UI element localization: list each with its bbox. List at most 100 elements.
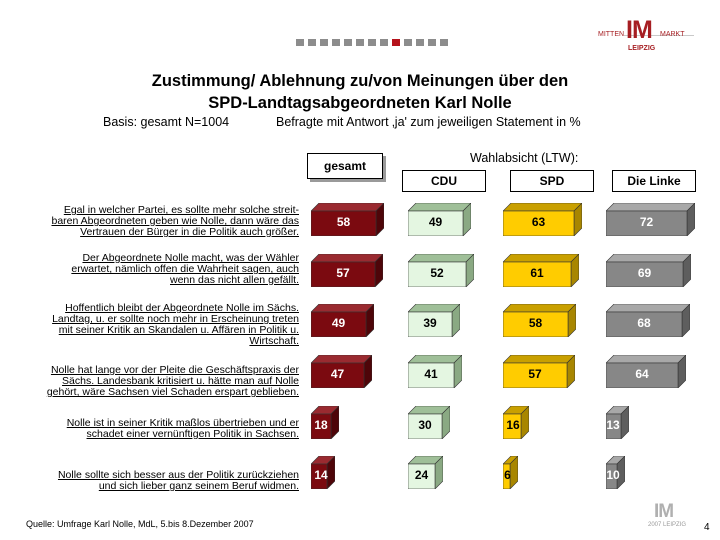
statement-line: gehört, wäre Sachsen viel Schaden erspar… bbox=[46, 386, 299, 398]
dot bbox=[380, 39, 388, 46]
bar-shape bbox=[605, 303, 691, 338]
dot bbox=[368, 39, 376, 46]
bar-shape bbox=[605, 405, 630, 440]
bar-cdu-row-3 bbox=[407, 303, 461, 338]
bar-top-face bbox=[310, 253, 384, 263]
bar-shape bbox=[407, 455, 444, 490]
statement-line: baren Abgeordneten geben wie Nolle, dann… bbox=[51, 215, 299, 227]
data-label: 16 bbox=[506, 418, 520, 432]
bar-die-linke-row-5 bbox=[605, 405, 630, 440]
data-label: 49 bbox=[428, 215, 443, 229]
chart-title-line-1: Zustimmung/ Ablehnung zu/von Meinungen ü… bbox=[151, 72, 569, 90]
logo-rule bbox=[598, 35, 694, 36]
bar-top-face bbox=[407, 202, 472, 212]
dot bbox=[404, 39, 412, 46]
bar-shape bbox=[605, 455, 626, 490]
data-label: 68 bbox=[637, 316, 651, 330]
bar-front-face bbox=[407, 311, 453, 338]
data-label: 13 bbox=[606, 418, 620, 432]
data-label: 6 bbox=[504, 468, 511, 482]
statement-6: Nolle sollte sich besser aus der Politik… bbox=[10, 470, 299, 492]
data-label: 24 bbox=[414, 468, 429, 482]
footer-logo-main: IM bbox=[654, 501, 674, 522]
bar-front-face bbox=[407, 413, 443, 440]
bar-shape bbox=[310, 253, 384, 288]
bar-shape bbox=[407, 354, 463, 389]
data-label: 61 bbox=[530, 266, 544, 280]
statement-line: wenn das nicht allen gefällt. bbox=[170, 274, 299, 286]
dot bbox=[296, 39, 304, 46]
statement-line: erwartet, nämlich offen die Wahrheit sag… bbox=[71, 263, 299, 275]
bar-die-linke-row-6 bbox=[605, 455, 626, 490]
bar-gesamt-row-1 bbox=[310, 202, 385, 237]
bar-shape bbox=[502, 405, 530, 440]
dot bbox=[428, 39, 436, 46]
bar-front-face bbox=[407, 210, 464, 237]
bar-top-face bbox=[605, 303, 691, 313]
statement-1: Egal in welcher Partei, es sollte mehr s… bbox=[10, 205, 299, 238]
bar-die-linke-row-3 bbox=[605, 303, 691, 338]
data-label: 49 bbox=[331, 316, 346, 330]
bar-front-face bbox=[407, 362, 455, 389]
statement-4: Nolle hat lange vor der Pleite die Gesch… bbox=[10, 365, 299, 398]
bar-gesamt-row-5 bbox=[310, 405, 340, 440]
chart-title: Zustimmung/ Ablehnung zu/von Meinungen ü… bbox=[0, 70, 720, 114]
bar-front-face bbox=[502, 362, 568, 389]
dot bbox=[332, 39, 340, 46]
dot bbox=[356, 39, 364, 46]
bar-front-face bbox=[310, 362, 365, 389]
bar-shape bbox=[310, 202, 385, 237]
bar-top-face bbox=[407, 354, 463, 364]
bar-shape bbox=[605, 354, 687, 389]
bar-shape bbox=[310, 455, 336, 490]
bar-spd-row-2 bbox=[502, 253, 580, 288]
data-label: 69 bbox=[637, 266, 652, 280]
bar-top-face bbox=[605, 354, 687, 364]
statement-5: Nolle ist in seiner Kritik maßlos übertr… bbox=[10, 418, 299, 440]
bar-front-face bbox=[502, 210, 575, 237]
column-header-die-linke: Die Linke bbox=[612, 170, 696, 192]
page-number: 4 bbox=[704, 522, 710, 533]
data-label: 14 bbox=[314, 468, 328, 482]
data-label: 57 bbox=[528, 367, 542, 381]
bar-top-face bbox=[502, 253, 580, 263]
statement-line: Nolle ist in seiner Kritik maßlos übertr… bbox=[66, 417, 299, 429]
bar-cdu-row-2 bbox=[407, 253, 475, 288]
statement-3: Hoffentlich bleibt der Abgeordnete Nolle… bbox=[10, 303, 299, 347]
data-label: 41 bbox=[424, 367, 438, 381]
bar-shape bbox=[310, 405, 340, 440]
bar-front-face bbox=[502, 261, 572, 288]
bar-cdu-row-6 bbox=[407, 455, 444, 490]
bar-cdu-row-4 bbox=[407, 354, 463, 389]
bar-top-face bbox=[407, 303, 461, 313]
data-label: 47 bbox=[330, 367, 345, 381]
statement-line: Sächs. Landesbank kritisiert u. hätte ma… bbox=[62, 375, 299, 387]
bar-front-face bbox=[605, 261, 684, 288]
bar-shape bbox=[407, 405, 451, 440]
dot bbox=[416, 39, 424, 46]
statement-line: schadet einer vernünftigen Politik in Sa… bbox=[86, 428, 299, 440]
bar-die-linke-row-1 bbox=[605, 202, 696, 237]
data-label: 10 bbox=[606, 468, 620, 482]
bar-top-face bbox=[310, 303, 375, 313]
bar-shape bbox=[407, 303, 461, 338]
bar-top-face bbox=[502, 303, 577, 313]
bar-gesamt-row-3 bbox=[310, 303, 375, 338]
bar-shape bbox=[502, 303, 577, 338]
bar-die-linke-row-4 bbox=[605, 354, 687, 389]
data-label: 39 bbox=[423, 316, 437, 330]
bar-shape bbox=[502, 253, 580, 288]
dot bbox=[440, 39, 448, 46]
dot bbox=[344, 39, 352, 46]
bar-spd-row-1 bbox=[502, 202, 583, 237]
bar-top-face bbox=[605, 253, 692, 263]
bar-front-face bbox=[605, 362, 679, 389]
statement-line: Wirtschaft. bbox=[249, 335, 299, 347]
bar-shape bbox=[407, 202, 472, 237]
column-header-spd: SPD bbox=[510, 170, 594, 192]
bar-top-face bbox=[502, 202, 583, 212]
bar-front-face bbox=[310, 261, 376, 288]
decorative-dot-row bbox=[296, 39, 448, 46]
logo-main-text: IM bbox=[626, 16, 653, 44]
bar-cdu-row-5 bbox=[407, 405, 451, 440]
